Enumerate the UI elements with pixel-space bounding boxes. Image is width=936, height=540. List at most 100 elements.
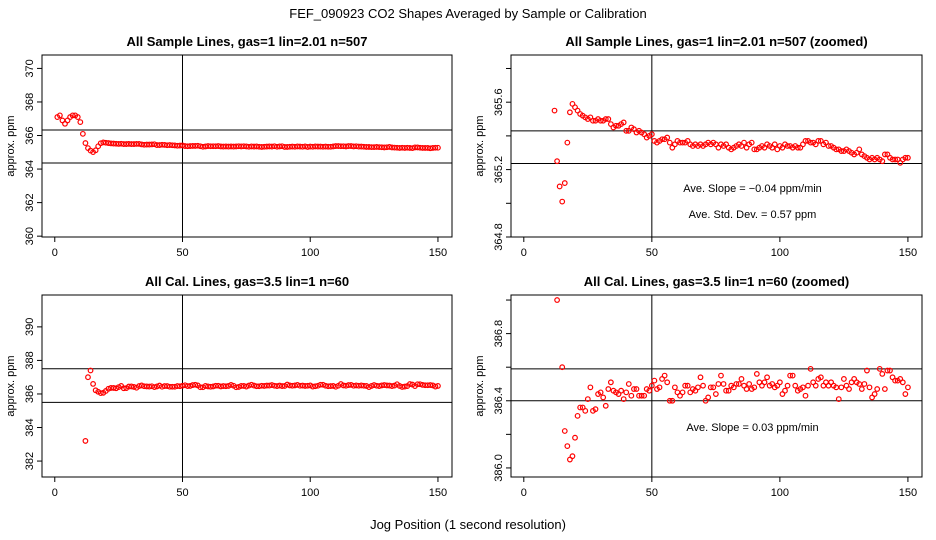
x-tick-label: 50 [176,487,188,499]
data-point [753,371,760,377]
data-point [284,381,291,388]
data-point [905,384,911,391]
data-point [838,148,845,154]
data-point [861,381,868,387]
data-point [389,383,395,389]
panel-3: All Cal. Lines, gas=3.5 lin=1 n=60 approx… [5,274,453,499]
data-point [120,385,127,392]
data-point [651,377,658,384]
data-point [682,382,689,389]
data-point [776,379,783,386]
data-point [151,384,158,390]
data-point [309,383,316,390]
data-point [566,109,573,116]
data-point [304,382,311,389]
data-point [659,136,665,143]
data-point [90,381,96,387]
data-point [751,384,758,391]
x-tick-label: 150 [899,247,917,259]
annotation: Ave. Slope = 0.03 ppm/min [686,422,818,434]
data-point [846,386,852,392]
data-point [684,382,691,389]
data-point [620,396,627,402]
x-tick-label: 150 [899,487,917,499]
x-tick-label: 50 [646,487,658,499]
x-tick-label: 50 [176,247,188,259]
data-point [79,130,86,137]
data-point [597,117,604,124]
data-point [600,394,607,401]
data-point [802,392,809,399]
x-tick-label: 100 [301,247,319,259]
data-point [887,367,893,374]
data-point [725,387,732,394]
data-point [892,377,899,384]
data-point [902,154,909,161]
y-tick-label: 386.4 [493,387,505,415]
y-axis-label: approx. ppm [5,355,17,416]
y-tick-label: 386 [24,385,36,403]
data-point [417,381,423,388]
data-point [605,116,612,122]
data-point [648,131,655,138]
plot-frame [41,294,453,478]
data-point [92,147,99,154]
data-point [554,158,560,165]
data-point [661,372,668,379]
data-point [751,146,758,153]
data-point [664,379,671,386]
data-point [695,384,701,391]
data-point [631,386,637,392]
y-tick-label: 365.2 [493,156,505,184]
x-tick-label: 150 [429,247,447,259]
data-point [715,381,722,387]
y-tick-label: 368 [24,93,36,111]
y-axis-label: approx. ppm [474,355,486,416]
data-point [679,139,686,146]
data-point [312,383,319,390]
y-tick-label: 390 [24,318,36,336]
data-point [733,381,740,387]
data-point [856,146,863,153]
data-point [269,382,275,388]
data-point [838,384,845,391]
data-point [577,404,584,411]
data-point [574,412,581,419]
y-tick-label: 386.0 [493,454,505,482]
data-point [666,139,673,146]
data-point [884,367,891,374]
y-tick-label: 386.8 [493,320,505,348]
x-tick-label: 100 [301,487,319,499]
data-point [623,127,630,134]
data-point [871,391,878,397]
data-point [184,383,191,389]
data-point [602,402,609,409]
y-tick-label: 370 [24,59,36,77]
data-point [705,394,712,401]
data-point [187,383,194,389]
data-point [782,387,788,394]
data-point [812,382,819,389]
x-tick-label: 50 [646,247,658,259]
x-tick-label: 100 [771,487,789,499]
data-point [648,382,655,389]
x-tick-label: 0 [521,487,527,499]
data-point [817,374,824,381]
y-axis-label: approx. ppm [474,115,486,176]
data-point [743,386,750,392]
data-point [664,134,671,141]
data-point [559,364,566,371]
data-point [620,119,627,126]
data-point [905,154,911,161]
data-point [233,384,240,391]
data-point [815,138,822,144]
data-point [800,384,806,391]
data-point [74,114,81,120]
panel-1: All Sample Lines, gas=1 lin=2.01 n=507 ap… [5,34,453,259]
data-point [435,144,441,151]
data-point [646,387,653,394]
data-point [317,381,324,388]
data-point [151,141,158,148]
data-point [789,372,796,379]
